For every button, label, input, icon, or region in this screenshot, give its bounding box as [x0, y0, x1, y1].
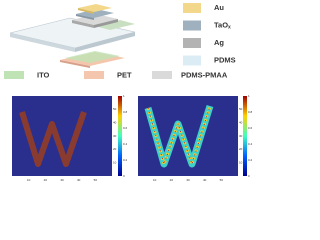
legend-swatch: [152, 71, 172, 79]
label-subscript: x: [228, 25, 231, 31]
y-tick-label: 30: [239, 134, 243, 138]
y-tick-label: 40: [239, 120, 243, 124]
x-tick-label: 50: [220, 178, 224, 182]
label-text: TaO: [214, 20, 228, 29]
colorbar-tick-label: 0.8: [123, 110, 128, 114]
heatmap-left: [12, 96, 112, 176]
y-tick-label: 20: [113, 147, 117, 151]
legend-swatch: [183, 55, 201, 66]
legend-swatch: [4, 71, 24, 79]
legend-label: TaOx: [214, 20, 231, 30]
colorbar-tick-label: 0.8: [248, 110, 253, 114]
colorbar-tick-label: 0.6: [248, 126, 253, 130]
legend-swatch: [183, 38, 201, 48]
legend-swatch: [84, 71, 104, 79]
x-tick-label: 40: [77, 178, 81, 182]
colorbar-tick-label: 1: [248, 94, 250, 98]
legend-label: Ag: [214, 38, 224, 47]
colorbar-tick-label: 0.6: [123, 126, 128, 130]
colorbar-tick-label: 0: [123, 174, 125, 178]
y-tick-label: 50: [239, 107, 243, 111]
legend-label: PDMS: [214, 55, 236, 64]
y-tick-label: 10: [113, 160, 117, 164]
colorbar-tick-label: 0: [248, 174, 250, 178]
colorbar: [243, 96, 247, 176]
x-tick-label: 20: [170, 178, 174, 182]
x-tick-label: 20: [44, 178, 48, 182]
legend-label: PET: [117, 70, 132, 79]
x-tick-label: 10: [153, 178, 157, 182]
y-tick-label: 30: [113, 134, 117, 138]
y-tick-label: 10: [239, 160, 243, 164]
x-tick-label: 40: [203, 178, 207, 182]
x-tick-label: 50: [94, 178, 98, 182]
colorbar-tick-label: 0.4: [248, 142, 253, 146]
x-tick-label: 30: [186, 178, 190, 182]
y-tick-label: 20: [239, 147, 243, 151]
legend-label: ITO: [37, 70, 50, 79]
x-tick-label: 30: [60, 178, 64, 182]
y-tick-label: 50: [113, 107, 117, 111]
label-text: PDMS: [214, 55, 236, 64]
colorbar: [118, 96, 122, 176]
label-text: Ag: [214, 38, 224, 47]
legend-swatch: [183, 3, 201, 13]
device-diagram: [9, 4, 136, 68]
legend-label: Au: [214, 3, 224, 12]
colorbar-tick-label: 1: [123, 94, 125, 98]
label-text: Au: [214, 3, 224, 12]
x-tick-label: 10: [27, 178, 31, 182]
heatmap-right: [138, 96, 238, 176]
legend-label: PDMS-PMAA: [181, 70, 228, 79]
y-tick-label: 40: [113, 120, 117, 124]
legend-swatch: [183, 20, 201, 31]
colorbar-tick-label: 0.4: [123, 142, 128, 146]
colorbar-tick-label: 0.2: [123, 158, 128, 162]
colorbar-tick-label: 0.2: [248, 158, 253, 162]
